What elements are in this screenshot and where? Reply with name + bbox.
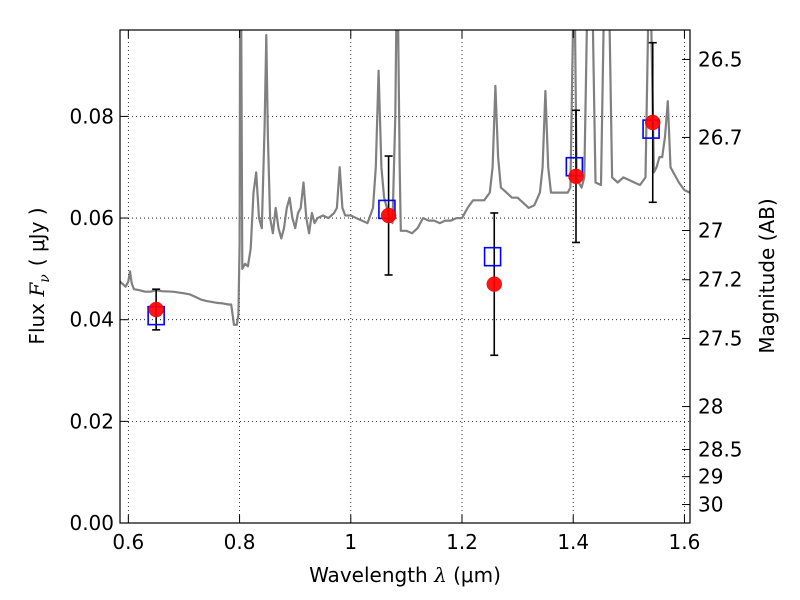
y2-axis-title: Magnitude (AB) bbox=[755, 198, 779, 353]
gridlines bbox=[120, 30, 690, 523]
observed-point bbox=[380, 207, 397, 224]
y-tick-label: 0.06 bbox=[69, 206, 114, 230]
plot-frame bbox=[119, 29, 691, 524]
observed-point bbox=[148, 301, 164, 318]
x-tick-label: 1 bbox=[344, 530, 357, 554]
x-tick-label: 1.2 bbox=[446, 530, 478, 554]
mag-tick-label: 26.7 bbox=[698, 125, 743, 149]
x-tick-label: 0.8 bbox=[224, 530, 256, 554]
x-tick-label: 0.6 bbox=[112, 530, 144, 554]
mag-tick-label: 28.5 bbox=[698, 438, 743, 462]
ticks-layer: 0.6 0.8 1 1.2 1.4 1.6 0.00 0.02 0.04 0.06 0.08 26.5… bbox=[69, 30, 743, 554]
y-tick-label: 0.08 bbox=[69, 104, 114, 128]
model-spectrum-layer bbox=[120, 30, 690, 326]
mag-tick-label: 26.5 bbox=[698, 47, 743, 71]
mag-tick-label: 27.2 bbox=[698, 268, 743, 292]
markers-layer bbox=[147, 114, 661, 326]
error-bars-layer bbox=[152, 41, 657, 357]
y-tick-label: 0.04 bbox=[69, 308, 114, 332]
mag-tick-label: 30 bbox=[698, 493, 723, 517]
observed-point bbox=[644, 114, 661, 131]
x-tick-label: 1.6 bbox=[669, 530, 701, 554]
mag-tick-label: 27.5 bbox=[698, 326, 743, 350]
y-axis-title: Flux Fν( μJy ) bbox=[25, 207, 53, 344]
model-spectrum-line bbox=[120, 30, 690, 326]
y-tick-label: 0.00 bbox=[69, 511, 114, 535]
y-tick-label: 0.02 bbox=[69, 409, 114, 433]
mag-tick-label: 29 bbox=[698, 465, 723, 489]
model-photometry-square bbox=[483, 246, 502, 267]
x-tick-label: 1.4 bbox=[557, 530, 589, 554]
x-axis-title: Wavelength λ (μm) bbox=[309, 563, 501, 587]
mag-tick-label: 28 bbox=[698, 395, 723, 419]
observed-point bbox=[568, 168, 584, 185]
mag-tick-label: 27 bbox=[698, 219, 723, 243]
observed-point bbox=[486, 276, 503, 292]
